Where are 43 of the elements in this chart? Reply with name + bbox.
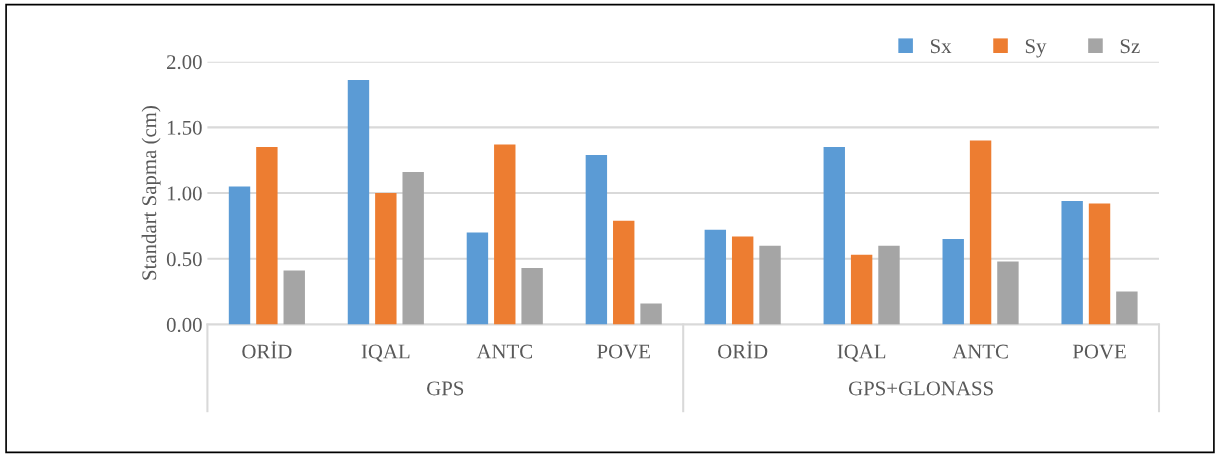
legend-label: Sz: [1120, 39, 1140, 54]
bar: [613, 220, 635, 325]
bar: [942, 239, 964, 325]
bar: [823, 147, 845, 325]
bar: [283, 270, 305, 325]
y-tick-label: 0.00: [166, 317, 202, 332]
bar: [969, 140, 992, 325]
x-tick-label: ORİD: [242, 341, 292, 359]
bar: [256, 147, 278, 325]
bar: [375, 193, 397, 325]
bar: [1088, 203, 1111, 325]
y-tick-label: 0.50: [166, 252, 202, 267]
bar: [997, 261, 1019, 325]
bar: [731, 236, 754, 325]
x-tick-label: POVE: [597, 344, 650, 359]
bar: [521, 267, 543, 325]
x-tick-label: ANTC: [952, 344, 1008, 359]
x-tick-label: IQAL: [837, 344, 886, 362]
bar: [1061, 200, 1083, 325]
y-tick-label: 2.00: [167, 55, 202, 70]
bar: [347, 80, 370, 325]
text: GPS: [427, 381, 464, 396]
x-tick-label: IQAL: [361, 344, 410, 362]
bar: [1116, 291, 1138, 325]
y-tick-label: 1.00: [167, 186, 202, 201]
legend-label: Sy: [1025, 39, 1047, 58]
bar: [402, 172, 424, 325]
bar: [640, 303, 662, 325]
y-tick-label: 1.50: [167, 120, 202, 135]
bar: [466, 232, 489, 325]
bar: [759, 245, 781, 325]
bar: [494, 144, 516, 325]
bar: [585, 154, 608, 325]
legend-label: Sx: [930, 39, 952, 54]
x-tick-label: ANTC: [476, 344, 532, 359]
bar: [704, 229, 727, 325]
y-axis-title: Standart Sapma (cm): [141, 106, 161, 280]
x-tick-label: POVE: [1072, 344, 1126, 359]
bar: [228, 186, 251, 325]
x-tick-label: ORİD: [718, 341, 768, 359]
text: GPS+GLONASS: [848, 381, 993, 396]
bar: [878, 245, 900, 325]
bar: [850, 254, 873, 325]
